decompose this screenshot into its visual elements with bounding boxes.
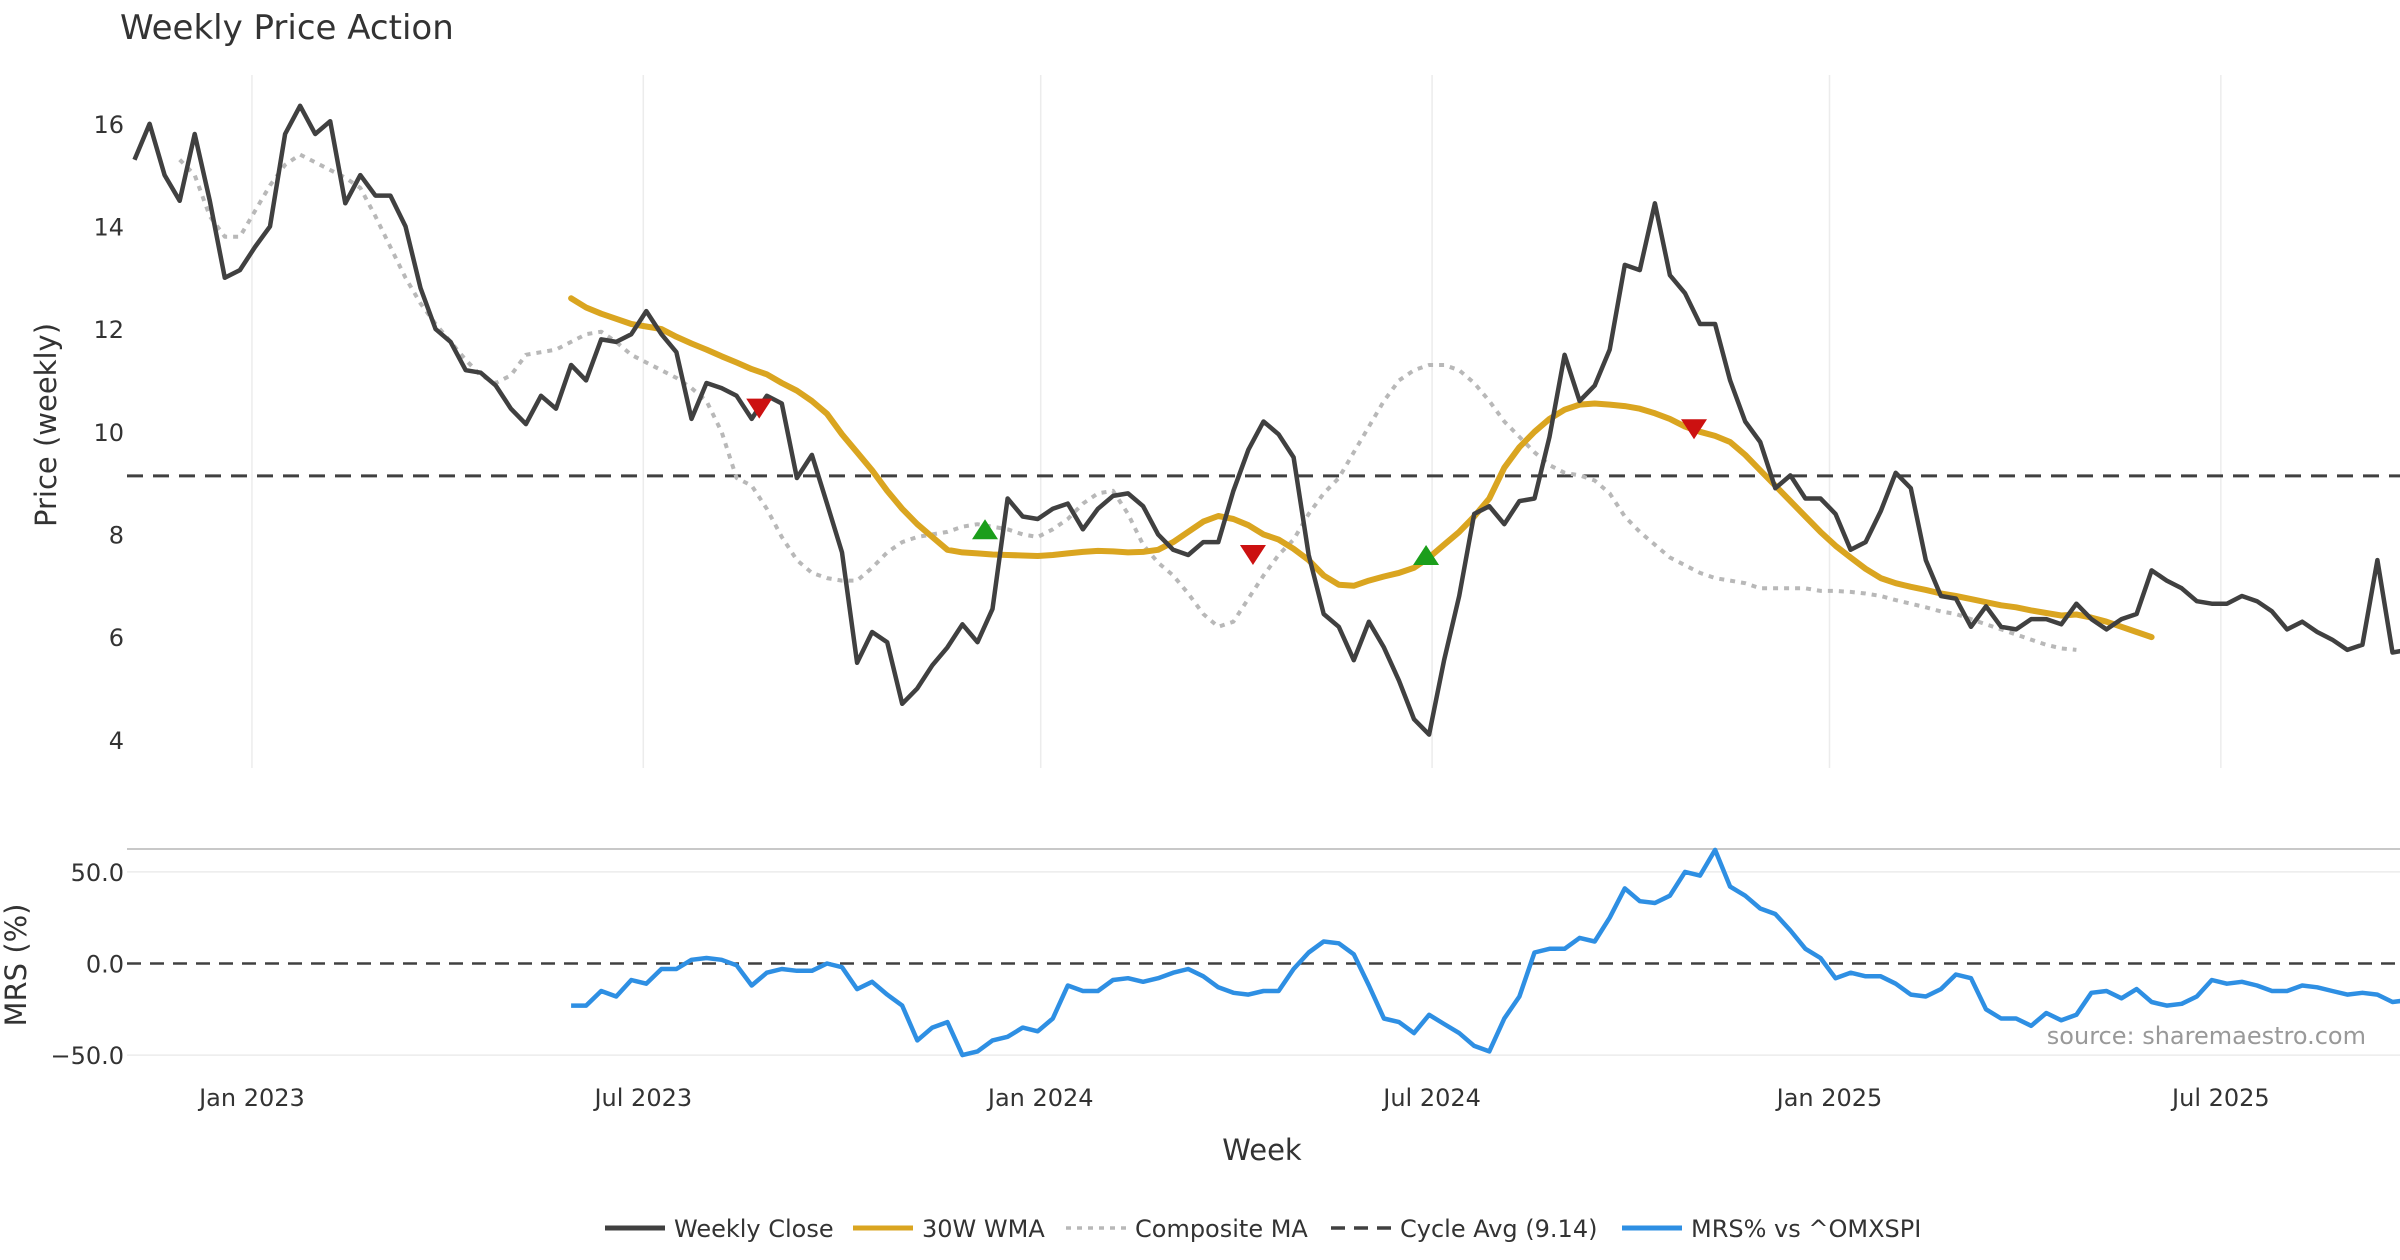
legend-label: Weekly Close (674, 1215, 834, 1243)
price-grid (251, 75, 2222, 768)
x-tick-label: Jul 2025 (2170, 1084, 2270, 1112)
legend-label: 30W WMA (922, 1215, 1045, 1243)
mrs-y-tick-label: −50.0 (50, 1042, 124, 1070)
x-axis-ticks: Jan 2023 Jul 2023 Jan 2024 Jul 2024 Jan 2025… (197, 1084, 2270, 1112)
sell-signal-marker (746, 398, 773, 419)
price-y-tick-label: 6 (109, 624, 124, 652)
buy-signal-marker (1413, 544, 1440, 565)
legend: Weekly Close 30W WMA Composite MA Cycle Avg… (605, 1215, 1921, 1243)
legend-label: MRS% vs ^OMXSPI (1691, 1215, 1921, 1243)
price-y-tick-label: 16 (93, 111, 124, 139)
mrs-y-axis-title: MRS (%) (0, 904, 33, 1027)
price-y-tick-label: 10 (93, 419, 124, 447)
price-series (132, 103, 2400, 737)
sell-signal-marker (1239, 544, 1266, 565)
price-y-tick-label: 12 (93, 316, 124, 344)
price-y-tick-label: 14 (93, 213, 124, 241)
x-tick-label: Jan 2024 (986, 1084, 1094, 1112)
mrs-y-tick-label: 50.0 (71, 859, 124, 887)
source-label: source: sharemaestro.com (2047, 1022, 2366, 1050)
x-axis-title: Week (1222, 1133, 1302, 1167)
wma-30w-line (568, 295, 2155, 641)
chart-title: Weekly Price Action (120, 8, 454, 48)
buy-signal-marker (972, 519, 999, 540)
mrs-y-tick-label: 0.0 (86, 951, 124, 979)
x-tick-label: Jul 2024 (1381, 1084, 1481, 1112)
x-tick-label: Jul 2023 (592, 1084, 692, 1112)
price-y-ticks: 4 6 8 10 12 14 16 (93, 111, 124, 755)
sell-signal-marker (1681, 419, 1708, 440)
price-y-tick-label: 8 (109, 521, 124, 549)
price-y-axis-title: Price (weekly) (29, 323, 63, 527)
price-y-tick-label: 4 (109, 727, 124, 755)
mrs-y-ticks: 50.0 0.0 −50.0 (50, 859, 124, 1070)
legend-label: Cycle Avg (9.14) (1400, 1215, 1597, 1243)
legend-label: Composite MA (1135, 1215, 1308, 1243)
signal-markers (746, 398, 1708, 565)
weekly-close-line (132, 103, 2400, 737)
mrs-line (571, 847, 2400, 1058)
composite-ma-line (178, 152, 2077, 652)
mrs-grid (127, 871, 2400, 1056)
mrs-series (571, 847, 2400, 1058)
x-tick-label: Jan 2023 (197, 1084, 305, 1112)
x-tick-label: Jan 2025 (1775, 1084, 1883, 1112)
